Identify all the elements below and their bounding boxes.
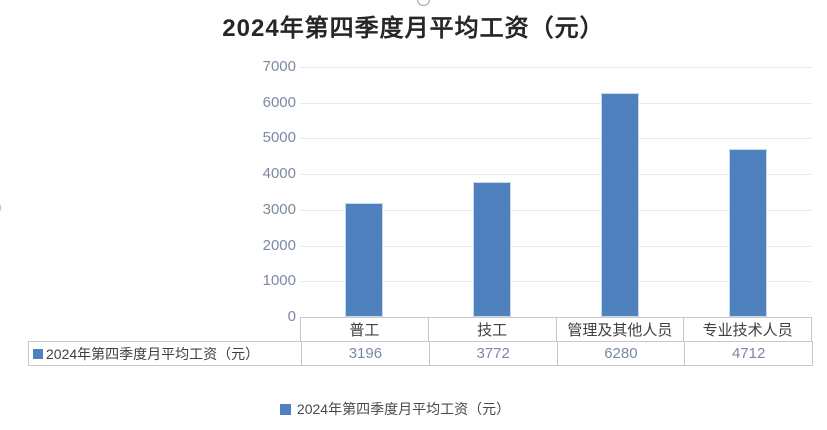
gridline xyxy=(300,281,812,283)
bar-管理及其他人员 xyxy=(601,92,639,317)
cropped-paren-artifact: ) xyxy=(0,197,2,217)
data-table-value-cell: 3196 xyxy=(301,342,429,365)
legend-marker-icon xyxy=(279,403,291,415)
y-axis-tick-label: 5000 xyxy=(262,129,296,147)
cropped-circle-artifact xyxy=(417,0,430,6)
data-table-column-header: 管理及其他人员 xyxy=(555,318,684,341)
gridline xyxy=(300,209,812,211)
bar-普工 xyxy=(345,202,383,317)
y-axis-tick-label: 1000 xyxy=(262,272,296,290)
y-axis-tick-label: 6000 xyxy=(262,93,296,111)
y-axis-tick-label: 7000 xyxy=(262,58,296,75)
series-marker-icon xyxy=(33,348,43,359)
data-table-row-label-cell: 2024年第四季度月平均工资（元） xyxy=(29,342,301,365)
plot-area xyxy=(300,67,812,317)
bar-专业技术人员 xyxy=(729,148,767,317)
data-table-column-header: 专业技术人员 xyxy=(683,318,811,341)
y-axis-tick-label: 2000 xyxy=(262,236,296,254)
data-table-column-header: 普工 xyxy=(349,322,380,339)
gridline xyxy=(300,174,812,176)
data-table-column-header: 技工 xyxy=(427,318,556,341)
data-table-row-label: 2024年第四季度月平均工资（元） xyxy=(46,345,260,362)
gridline xyxy=(300,102,812,104)
data-table-value-cell: 6280 xyxy=(556,342,685,365)
bar-技工 xyxy=(473,182,511,317)
y-axis-tick-label: 4000 xyxy=(262,165,296,183)
chart-legend: 2024年第四季度月平均工资（元） xyxy=(0,399,790,419)
data-table-value-cell: 4712 xyxy=(684,342,812,365)
gridline xyxy=(300,138,812,140)
data-table-header-row: 普工 技工 管理及其他人员 专业技术人员 xyxy=(300,317,812,341)
y-axis-tick-label: 3000 xyxy=(262,200,296,218)
gridline xyxy=(300,67,812,68)
data-table-value-row: 2024年第四季度月平均工资（元） 3196 3772 6280 4712 xyxy=(28,341,813,366)
y-axis-tick-label: 0 xyxy=(287,308,296,325)
data-table-value-cell: 3772 xyxy=(428,342,557,365)
chart-title: 2024年第四季度月平均工资（元） xyxy=(222,15,605,42)
legend-label: 2024年第四季度月平均工资（元） xyxy=(296,401,511,417)
gridline xyxy=(300,245,812,247)
